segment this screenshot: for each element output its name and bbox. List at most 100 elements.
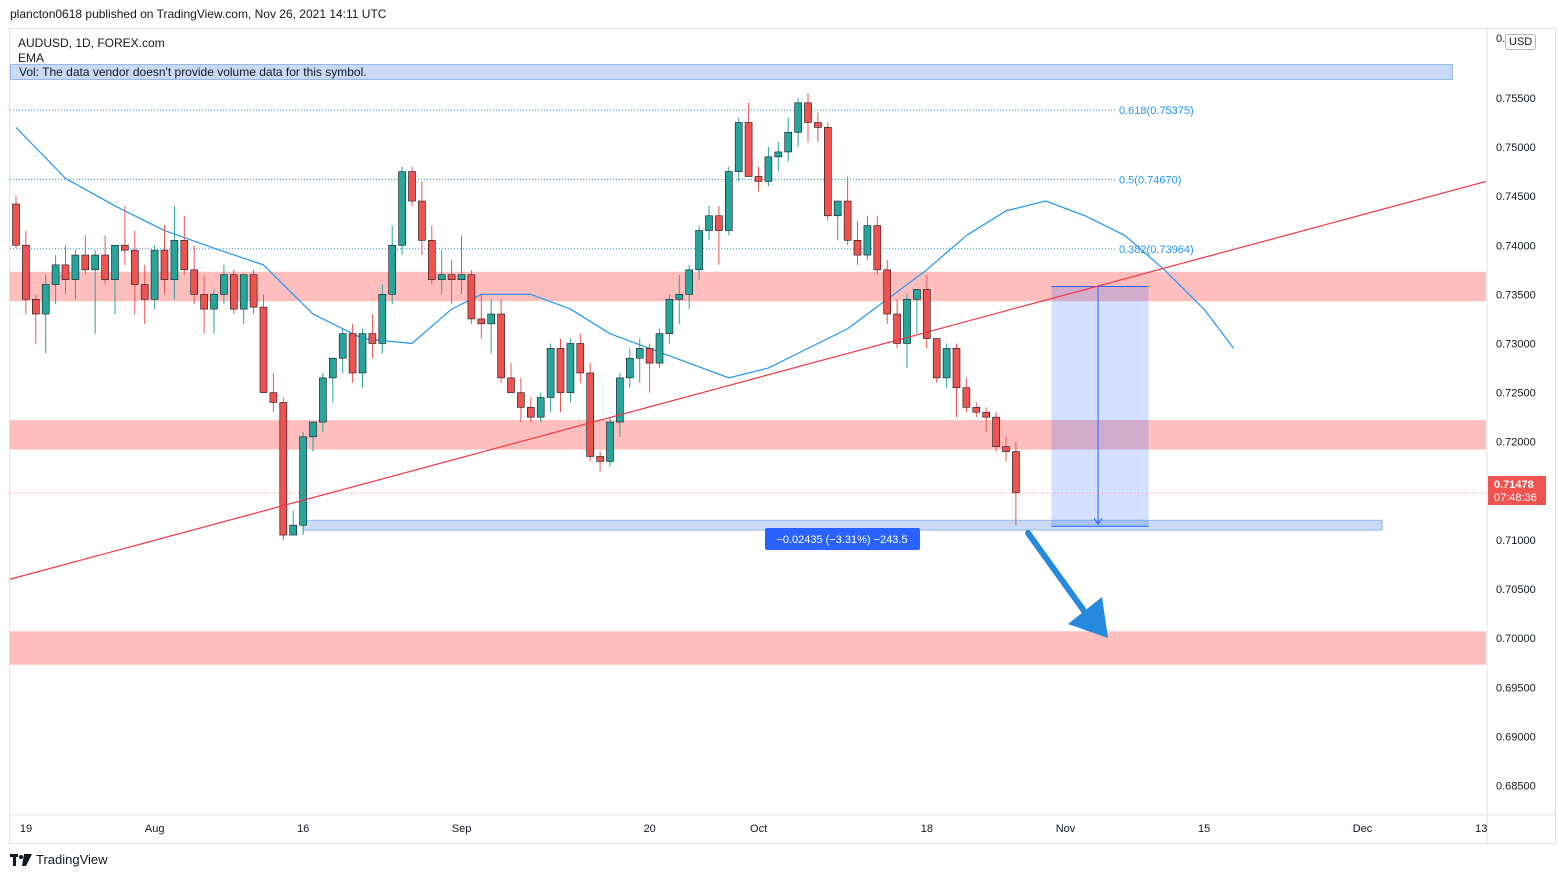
candle-body xyxy=(863,225,872,256)
time-axis-label: Oct xyxy=(750,823,767,835)
candle-body xyxy=(249,274,258,308)
candle-body xyxy=(101,254,109,280)
candle-body xyxy=(606,421,614,462)
candle-body xyxy=(447,274,456,280)
candle-body xyxy=(754,176,763,182)
candle-body xyxy=(190,269,198,295)
candle-body xyxy=(160,249,169,280)
time-axis-label: 19 xyxy=(20,823,32,835)
candle-body xyxy=(695,230,703,271)
measure-label: −0.02435 (−3.31%) −243.5 xyxy=(776,534,907,546)
candle-body xyxy=(992,416,1000,447)
candle-body xyxy=(922,289,931,339)
candle-body xyxy=(230,274,238,310)
measure-label-box xyxy=(765,528,920,550)
candle-body xyxy=(140,284,149,300)
candle-body xyxy=(853,240,862,256)
time-axis-label: Aug xyxy=(145,823,165,835)
candle-body xyxy=(972,407,981,413)
projection-arrow-head xyxy=(1068,597,1108,638)
candle-body xyxy=(121,244,129,251)
candle-body xyxy=(962,387,971,408)
fib-level-label-0: 0.618(0.75375) xyxy=(1119,105,1194,117)
tradingview-branding[interactable]: TradingView xyxy=(10,852,108,867)
candle-body xyxy=(477,318,486,325)
candle-body xyxy=(378,294,387,344)
candle-body xyxy=(497,313,505,379)
resistance-zone-2 xyxy=(10,631,1486,665)
candle-body xyxy=(893,313,901,344)
candle-body xyxy=(487,313,496,325)
time-axis-label: Dec xyxy=(1353,823,1373,835)
candle-body xyxy=(210,294,218,310)
candle-body xyxy=(625,357,634,379)
candle-body xyxy=(873,225,882,271)
candle-body xyxy=(833,200,842,217)
candle-body xyxy=(12,203,20,246)
candle-body xyxy=(1002,446,1010,452)
candle-body xyxy=(675,294,684,300)
candle-body xyxy=(170,240,179,280)
brand-name: TradingView xyxy=(36,852,108,867)
candle-body xyxy=(368,333,377,344)
candle-body xyxy=(734,122,743,172)
price-axis-label: 0.74500 xyxy=(1496,191,1536,203)
candle-body xyxy=(239,274,248,310)
currency-button[interactable]: USD xyxy=(1505,34,1537,50)
price-axis-label: 0.71000 xyxy=(1496,535,1536,547)
measure-box xyxy=(1051,286,1149,527)
ema-legend-label[interactable]: EMA xyxy=(18,51,45,65)
candle-body xyxy=(794,102,802,133)
tradingview-logo-icon xyxy=(10,853,32,866)
candle-body xyxy=(952,348,961,388)
price-axis-label: 0.73000 xyxy=(1496,338,1536,350)
candle-body xyxy=(51,264,60,285)
time-axis-label: 20 xyxy=(644,823,656,835)
candle-body xyxy=(724,171,733,231)
candle-body xyxy=(635,348,644,359)
candle-body xyxy=(111,244,119,280)
candle-body xyxy=(507,377,515,393)
candle-body xyxy=(408,171,416,202)
candle-body xyxy=(220,274,228,295)
candle-body xyxy=(61,264,70,280)
volume-notice: Vol: The data vendor doesn't provide vol… xyxy=(10,64,1453,80)
price-axis-label: 0.69000 xyxy=(1496,731,1536,743)
price-axis-label: 0.75500 xyxy=(1496,93,1536,105)
candle-body xyxy=(319,377,327,423)
candle-body xyxy=(774,151,783,158)
price-axis-label: 0.72000 xyxy=(1496,437,1536,449)
projection-arrow-shaft xyxy=(1025,530,1095,625)
resistance-zone-1 xyxy=(10,420,1486,450)
candle-body xyxy=(596,456,604,462)
trendline xyxy=(9,180,1487,580)
time-axis-label: Sep xyxy=(452,823,472,835)
candle-body xyxy=(814,122,822,128)
candle-body xyxy=(398,171,406,246)
candle-body xyxy=(91,254,99,271)
candle-body xyxy=(467,274,476,320)
chart-frame xyxy=(9,28,1556,844)
candle-body xyxy=(299,436,307,526)
candle-body xyxy=(883,269,892,315)
candle-body xyxy=(526,407,535,418)
candle-body xyxy=(180,240,189,271)
candle-body xyxy=(131,249,139,285)
candle-body xyxy=(982,411,991,418)
candle-body xyxy=(517,392,525,408)
time-axis-label: 18 xyxy=(921,823,933,835)
candle-body xyxy=(388,244,397,295)
candle-body xyxy=(81,254,90,271)
candle-body xyxy=(427,240,436,280)
bar-countdown: 07:48:36 xyxy=(1494,492,1537,504)
time-axis-label: 16 xyxy=(297,823,309,835)
price-axis-label: 0.72500 xyxy=(1496,388,1536,400)
symbol-title[interactable]: AUDUSD, 1D, FOREX.com xyxy=(18,36,165,50)
last-price-tag xyxy=(1488,476,1546,505)
candle-body xyxy=(269,392,278,403)
candle-body xyxy=(556,348,565,393)
candle-body xyxy=(913,289,921,300)
candle-body xyxy=(655,333,664,364)
ema-line xyxy=(15,126,1235,379)
